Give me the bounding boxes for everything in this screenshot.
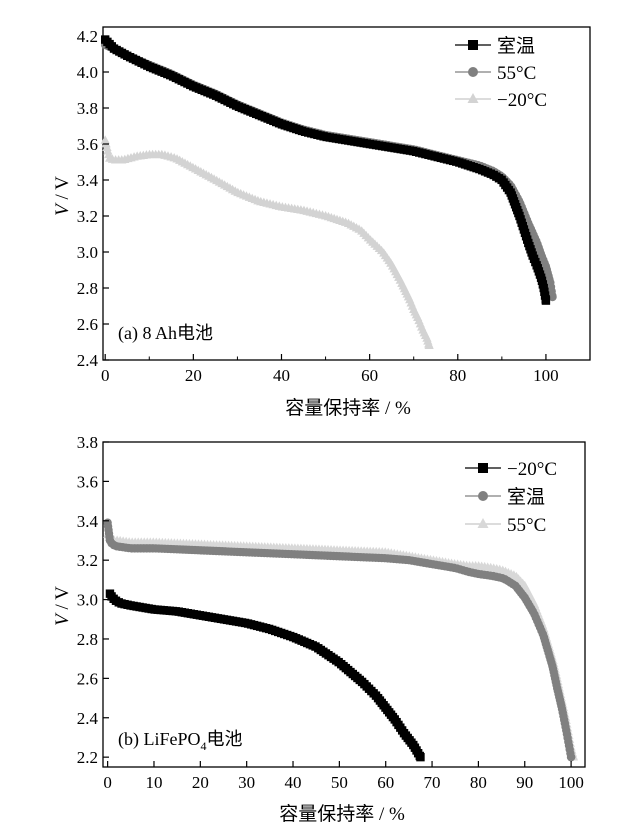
x-tick-label: 60	[377, 773, 394, 792]
y-tick-label: 3.6	[77, 472, 98, 491]
y-ticks-a: 2.4 2.6 2.8 3.0 3.2 3.4 3.6 3.8 4.0 4.2	[77, 27, 109, 370]
legend-label: 55°C	[497, 63, 536, 84]
legend-marker-point	[468, 67, 478, 77]
legend-item: 55°C	[455, 63, 536, 84]
y-axis-label-b-unit: / V	[52, 586, 73, 614]
plot-frame-b	[102, 441, 586, 768]
y-tick-label: 2.8	[77, 630, 98, 649]
x-tick-label: 0	[101, 366, 110, 385]
legend-marker-point	[467, 93, 479, 103]
x-tick-label: 70	[424, 773, 441, 792]
panel-b: 0 10 20 30 40 50 60 70 80 90 100 2.2 2.4 2.6 2.8 3.0 3.…	[52, 433, 586, 825]
legend-label: −20°C	[497, 90, 547, 111]
y-tick-label: 3.2	[77, 207, 98, 226]
legend-item: −20°C	[455, 90, 547, 111]
legend-marker-point	[478, 491, 488, 501]
series-triangle-point	[424, 340, 434, 349]
y-tick-label: 3.4	[77, 512, 99, 531]
legend-item: −20°C	[465, 459, 557, 480]
x-tick-label: 40	[273, 366, 290, 385]
y-tick-label: 4.2	[77, 27, 98, 46]
x-tick-label: 20	[192, 773, 209, 792]
series-square	[105, 589, 425, 762]
y-ticks-b: 2.2 2.4 2.6 2.8 3.0 3.2 3.4 3.6 3.8	[77, 433, 109, 767]
legend-marker-point	[477, 518, 489, 528]
x-tick-label: 100	[533, 366, 559, 385]
x-tick-label: 90	[516, 773, 533, 792]
x-tick-label: 40	[285, 773, 302, 792]
x-tick-label: 10	[145, 773, 162, 792]
y-tick-label: 2.6	[77, 669, 98, 688]
series-square-point	[541, 296, 551, 305]
y-tick-label: 3.8	[77, 99, 98, 118]
x-tick-label: 0	[103, 773, 112, 792]
x-tick-label: 20	[185, 366, 202, 385]
legend-marker-point	[478, 463, 488, 473]
series-circle	[103, 518, 576, 762]
panel-a-annotation: (a) 8 Ah电池	[118, 323, 213, 344]
y-tick-label: 2.2	[77, 748, 98, 767]
legend-item: 55°C	[465, 515, 546, 536]
series-layer-b	[103, 518, 579, 762]
legend-item: 室温	[455, 35, 535, 57]
y-tick-label: 2.4	[77, 709, 99, 728]
x-tick-label: 80	[449, 366, 466, 385]
panel-b-annotation-main: (b) LiFePO	[118, 729, 201, 750]
legend-label: 室温	[497, 35, 535, 57]
x-axis-label-b: 容量保持率 / %	[279, 803, 405, 825]
x-tick-label: 50	[331, 773, 348, 792]
y-axis-label-b: V / V	[52, 586, 73, 626]
x-tick-label: 60	[361, 366, 378, 385]
panel-b-annotation-sub: 4	[201, 739, 207, 753]
legend-a: 室温 55°C −20°C	[455, 35, 547, 111]
y-tick-label: 4.0	[77, 63, 98, 82]
panel-b-annotation: (b) LiFePO4电池	[118, 729, 243, 753]
legend-label: 室温	[507, 486, 545, 508]
y-axis-label-a-var: V	[52, 202, 73, 216]
series-triangle	[100, 135, 434, 349]
x-tick-label: 100	[558, 773, 584, 792]
series-triangle	[103, 529, 579, 761]
y-axis-label-a: V / V	[52, 176, 73, 216]
series-layer-a	[100, 35, 557, 349]
series-circle-point	[566, 752, 576, 762]
legend-marker-point	[468, 40, 478, 50]
legend-label: 55°C	[507, 515, 546, 536]
x-tick-label: 30	[238, 773, 255, 792]
x-axis-label-a: 容量保持率 / %	[285, 397, 411, 419]
legend-label: −20°C	[507, 459, 557, 480]
plot-frame-a	[102, 26, 591, 361]
series-square-point	[416, 752, 425, 762]
y-tick-label: 3.6	[77, 135, 98, 154]
y-tick-label: 2.4	[77, 351, 99, 370]
legend-b: −20°C 室温 55°C	[465, 459, 557, 536]
y-tick-label: 3.2	[77, 551, 98, 570]
y-axis-label-a-unit: / V	[52, 176, 73, 204]
legend-item: 室温	[465, 486, 545, 508]
panel-a: 0 20 40 60 80 100 2.4 2.6 2.8 3.0 3.2 3.4 3.6 3.8 4.0…	[52, 26, 591, 419]
y-axis-label-b-var: V	[52, 612, 73, 626]
series-circle-point	[548, 292, 557, 302]
y-tick-label: 3.0	[77, 243, 98, 262]
y-tick-label: 3.0	[77, 591, 98, 610]
x-ticks-a: 0 20 40 60 80 100	[101, 354, 559, 385]
panel-b-annotation-tail: 电池	[207, 729, 243, 749]
y-tick-label: 2.8	[77, 279, 98, 298]
x-ticks-b: 0 10 20 30 40 50 60 70 80 90 100	[103, 761, 584, 792]
x-tick-label: 80	[470, 773, 487, 792]
y-tick-label: 2.6	[77, 315, 98, 334]
y-tick-label: 3.4	[77, 171, 99, 190]
y-tick-label: 3.8	[77, 433, 98, 452]
series-square	[101, 35, 551, 305]
